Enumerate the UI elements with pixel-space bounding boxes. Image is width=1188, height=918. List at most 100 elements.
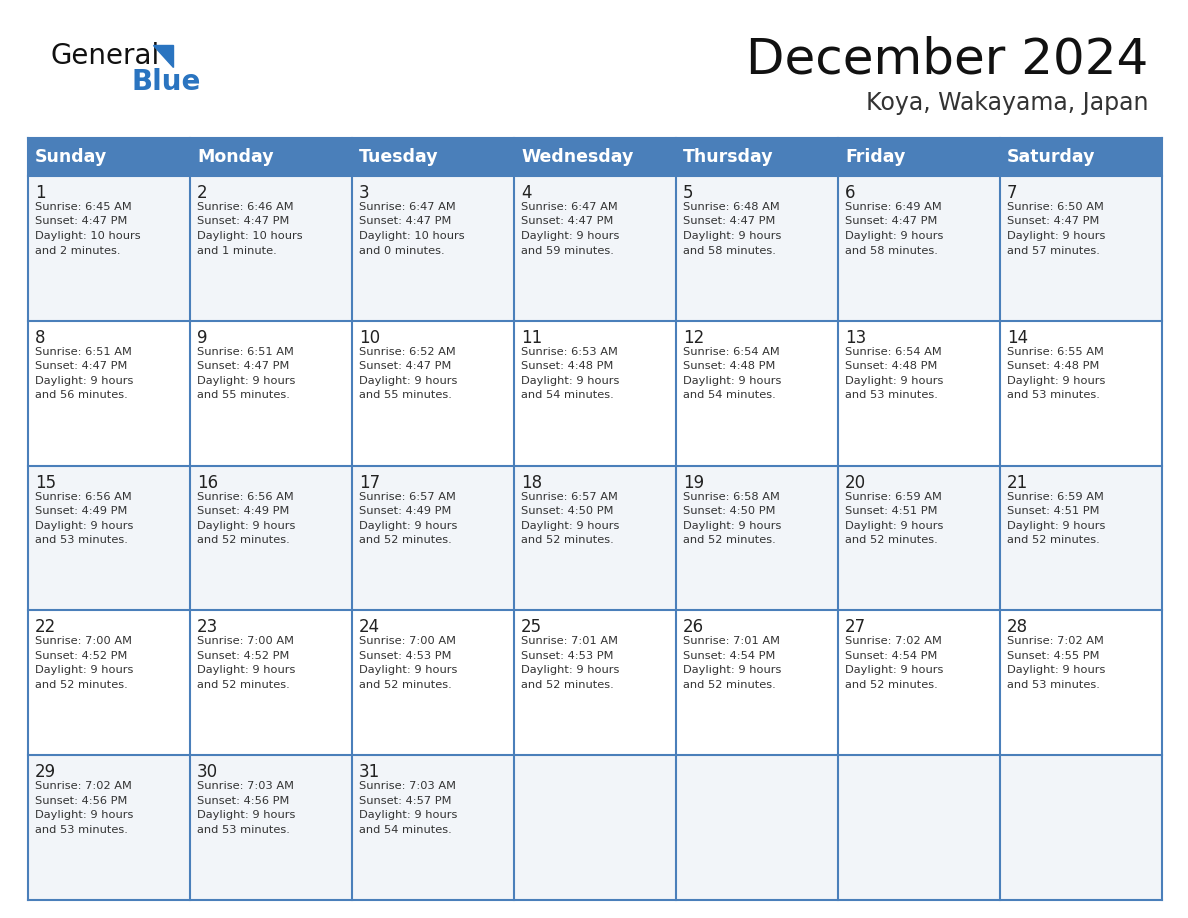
Text: Sunrise: 6:59 AM: Sunrise: 6:59 AM xyxy=(1007,492,1104,501)
Text: Sunset: 4:56 PM: Sunset: 4:56 PM xyxy=(34,796,127,806)
Text: and 52 minutes.: and 52 minutes. xyxy=(197,535,290,545)
Text: and 54 minutes.: and 54 minutes. xyxy=(683,390,776,400)
Text: and 52 minutes.: and 52 minutes. xyxy=(1007,535,1100,545)
Text: Sunset: 4:54 PM: Sunset: 4:54 PM xyxy=(845,651,937,661)
Text: and 55 minutes.: and 55 minutes. xyxy=(359,390,451,400)
Text: Daylight: 9 hours: Daylight: 9 hours xyxy=(1007,375,1105,386)
Text: Tuesday: Tuesday xyxy=(359,148,438,166)
Text: and 52 minutes.: and 52 minutes. xyxy=(683,535,776,545)
Text: and 52 minutes.: and 52 minutes. xyxy=(359,535,451,545)
Text: Sunrise: 6:45 AM: Sunrise: 6:45 AM xyxy=(34,202,132,212)
Text: Daylight: 9 hours: Daylight: 9 hours xyxy=(845,231,943,241)
Text: and 52 minutes.: and 52 minutes. xyxy=(34,680,128,690)
Text: 30: 30 xyxy=(197,763,219,781)
Text: and 57 minutes.: and 57 minutes. xyxy=(1007,245,1100,255)
Text: Daylight: 9 hours: Daylight: 9 hours xyxy=(197,666,296,676)
Text: 14: 14 xyxy=(1007,329,1028,347)
Text: Koya, Wakayama, Japan: Koya, Wakayama, Japan xyxy=(866,91,1148,115)
Text: 16: 16 xyxy=(197,474,219,492)
Bar xyxy=(29,138,1162,176)
Text: Sunrise: 7:00 AM: Sunrise: 7:00 AM xyxy=(197,636,293,646)
Text: Sunset: 4:47 PM: Sunset: 4:47 PM xyxy=(197,217,290,227)
Text: General: General xyxy=(50,42,159,70)
Text: 11: 11 xyxy=(522,329,542,347)
Text: and 55 minutes.: and 55 minutes. xyxy=(197,390,290,400)
Text: Sunset: 4:48 PM: Sunset: 4:48 PM xyxy=(683,362,776,371)
Text: and 52 minutes.: and 52 minutes. xyxy=(197,680,290,690)
Text: and 0 minutes.: and 0 minutes. xyxy=(359,245,444,255)
Text: 28: 28 xyxy=(1007,619,1028,636)
Text: Sunset: 4:54 PM: Sunset: 4:54 PM xyxy=(683,651,776,661)
Text: and 54 minutes.: and 54 minutes. xyxy=(522,390,614,400)
Text: Daylight: 9 hours: Daylight: 9 hours xyxy=(845,375,943,386)
Text: Sunset: 4:52 PM: Sunset: 4:52 PM xyxy=(197,651,290,661)
Text: Sunset: 4:49 PM: Sunset: 4:49 PM xyxy=(359,506,451,516)
Text: Sunset: 4:47 PM: Sunset: 4:47 PM xyxy=(359,362,451,371)
Text: and 53 minutes.: and 53 minutes. xyxy=(845,390,937,400)
Text: 15: 15 xyxy=(34,474,56,492)
Text: Daylight: 9 hours: Daylight: 9 hours xyxy=(359,666,457,676)
Text: and 53 minutes.: and 53 minutes. xyxy=(34,824,128,834)
Polygon shape xyxy=(153,45,173,67)
Text: 2: 2 xyxy=(197,184,208,202)
Text: Saturday: Saturday xyxy=(1007,148,1095,166)
Text: Daylight: 9 hours: Daylight: 9 hours xyxy=(522,375,619,386)
Text: Sunrise: 6:51 AM: Sunrise: 6:51 AM xyxy=(34,347,132,357)
Text: Sunset: 4:47 PM: Sunset: 4:47 PM xyxy=(522,217,613,227)
Text: Sunset: 4:52 PM: Sunset: 4:52 PM xyxy=(34,651,127,661)
Text: Sunrise: 6:49 AM: Sunrise: 6:49 AM xyxy=(845,202,942,212)
Text: and 1 minute.: and 1 minute. xyxy=(197,245,277,255)
Text: Sunset: 4:47 PM: Sunset: 4:47 PM xyxy=(1007,217,1099,227)
Bar xyxy=(29,610,1162,756)
Bar xyxy=(29,320,1162,465)
Text: 26: 26 xyxy=(683,619,704,636)
Text: Daylight: 9 hours: Daylight: 9 hours xyxy=(359,811,457,820)
Text: Sunrise: 6:52 AM: Sunrise: 6:52 AM xyxy=(359,347,456,357)
Text: 10: 10 xyxy=(359,329,380,347)
Text: Sunrise: 6:46 AM: Sunrise: 6:46 AM xyxy=(197,202,293,212)
Text: Daylight: 9 hours: Daylight: 9 hours xyxy=(845,521,943,531)
Text: Daylight: 10 hours: Daylight: 10 hours xyxy=(34,231,140,241)
Bar xyxy=(29,756,1162,900)
Text: Sunset: 4:57 PM: Sunset: 4:57 PM xyxy=(359,796,451,806)
Text: Daylight: 9 hours: Daylight: 9 hours xyxy=(1007,666,1105,676)
Text: Daylight: 9 hours: Daylight: 9 hours xyxy=(1007,231,1105,241)
Text: Sunset: 4:47 PM: Sunset: 4:47 PM xyxy=(34,217,127,227)
Text: Daylight: 9 hours: Daylight: 9 hours xyxy=(522,666,619,676)
Text: 18: 18 xyxy=(522,474,542,492)
Text: Wednesday: Wednesday xyxy=(522,148,633,166)
Text: Sunset: 4:53 PM: Sunset: 4:53 PM xyxy=(359,651,451,661)
Text: Sunset: 4:47 PM: Sunset: 4:47 PM xyxy=(845,217,937,227)
Text: and 52 minutes.: and 52 minutes. xyxy=(522,680,614,690)
Text: Sunrise: 7:03 AM: Sunrise: 7:03 AM xyxy=(359,781,456,791)
Text: 6: 6 xyxy=(845,184,855,202)
Text: Sunrise: 7:01 AM: Sunrise: 7:01 AM xyxy=(522,636,618,646)
Text: and 52 minutes.: and 52 minutes. xyxy=(845,680,937,690)
Text: and 53 minutes.: and 53 minutes. xyxy=(1007,680,1100,690)
Text: Daylight: 9 hours: Daylight: 9 hours xyxy=(683,666,782,676)
Text: Sunrise: 6:51 AM: Sunrise: 6:51 AM xyxy=(197,347,293,357)
Text: Sunset: 4:56 PM: Sunset: 4:56 PM xyxy=(197,796,290,806)
Text: 22: 22 xyxy=(34,619,56,636)
Text: 24: 24 xyxy=(359,619,380,636)
Text: Sunday: Sunday xyxy=(34,148,107,166)
Text: Daylight: 10 hours: Daylight: 10 hours xyxy=(359,231,465,241)
Text: Sunset: 4:53 PM: Sunset: 4:53 PM xyxy=(522,651,613,661)
Text: Sunset: 4:47 PM: Sunset: 4:47 PM xyxy=(359,217,451,227)
Text: Sunrise: 7:01 AM: Sunrise: 7:01 AM xyxy=(683,636,781,646)
Text: and 54 minutes.: and 54 minutes. xyxy=(359,824,451,834)
Text: Sunrise: 6:56 AM: Sunrise: 6:56 AM xyxy=(197,492,293,501)
Text: December 2024: December 2024 xyxy=(746,36,1148,84)
Bar xyxy=(29,465,1162,610)
Text: and 52 minutes.: and 52 minutes. xyxy=(683,680,776,690)
Text: and 53 minutes.: and 53 minutes. xyxy=(34,535,128,545)
Text: Daylight: 10 hours: Daylight: 10 hours xyxy=(197,231,303,241)
Text: Sunset: 4:50 PM: Sunset: 4:50 PM xyxy=(522,506,613,516)
Text: 9: 9 xyxy=(197,329,208,347)
Bar xyxy=(29,176,1162,320)
Text: and 56 minutes.: and 56 minutes. xyxy=(34,390,128,400)
Text: and 52 minutes.: and 52 minutes. xyxy=(359,680,451,690)
Text: 4: 4 xyxy=(522,184,531,202)
Text: Sunrise: 7:00 AM: Sunrise: 7:00 AM xyxy=(34,636,132,646)
Text: Sunrise: 6:54 AM: Sunrise: 6:54 AM xyxy=(845,347,942,357)
